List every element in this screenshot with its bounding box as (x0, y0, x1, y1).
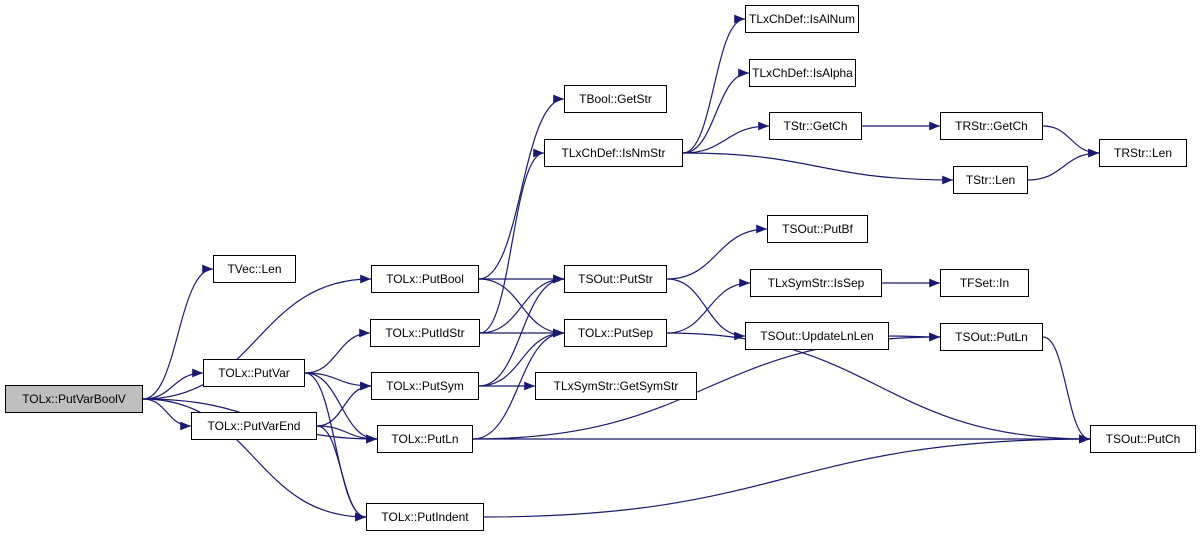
edge-putidstr-to-putstr (479, 274, 565, 334)
node-putvarend[interactable]: TOLx::PutVarEnd (191, 412, 317, 440)
edge-putsep-to-putch (666, 332, 1091, 444)
edge-putvarend-to-putln (316, 425, 378, 444)
node-updlnlen[interactable]: TSOut::UpdateLnLen (745, 322, 889, 350)
edge-putvarend-to-putindent (316, 425, 367, 522)
edge-putvar-to-putindent (304, 372, 367, 522)
edge-putvar-to-putidstr (304, 328, 371, 374)
node-isalnum[interactable]: TLxChDef::IsAlNum (745, 5, 859, 33)
node-rstrgetch[interactable]: TRStr::GetCh (940, 112, 1043, 140)
node-rstrlen[interactable]: TRStr::Len (1099, 139, 1187, 167)
node-soutputln[interactable]: TSOut::PutLn (940, 323, 1043, 351)
edge-root-to-veclen (142, 264, 214, 400)
edge-putstr-to-updlnlen (666, 278, 746, 341)
edge-isnmstr-to-strlen (682, 152, 954, 185)
node-putbool[interactable]: TOLx::PutBool (371, 265, 479, 293)
edge-putsym-to-putstr (478, 274, 565, 387)
edge-updlnlen-to-soutputln (888, 332, 941, 342)
edge-strlen-to-rstrlen (1027, 148, 1100, 181)
node-isnmstr[interactable]: TLxChDef::IsNmStr (544, 139, 683, 167)
edge-isnmstr-to-isalnum (682, 14, 746, 154)
node-putidstr[interactable]: TOLx::PutIdStr (370, 319, 480, 347)
edge-isnmstr-to-strgetch (682, 121, 770, 154)
edge-isnmstr-to-isalpha (682, 68, 750, 154)
node-strlen[interactable]: TStr::Len (953, 166, 1028, 194)
node-putch[interactable]: TSOut::PutCh (1090, 425, 1196, 453)
node-root[interactable]: TOLx::PutVarBoolV (5, 385, 143, 413)
edge-root-to-putvar (142, 368, 204, 400)
node-getstr[interactable]: TBool::GetStr (564, 85, 667, 113)
node-putindent[interactable]: TOLx::PutIndent (366, 503, 484, 531)
node-putbf[interactable]: TSOut::PutBf (767, 215, 868, 243)
edge-putbool-to-getstr (478, 94, 565, 280)
node-strgetch[interactable]: TStr::GetCh (769, 112, 862, 140)
edge-soutputln-to-putch (1042, 336, 1091, 444)
edge-root-to-putindent (142, 398, 367, 522)
node-putsym[interactable]: TOLx::PutSym (371, 372, 479, 400)
node-putvar[interactable]: TOLx::PutVar (203, 359, 305, 387)
node-getsymstr[interactable]: TLxSymStr::GetSymStr (535, 372, 697, 400)
edge-rstrgetch-to-rstrlen (1042, 125, 1100, 158)
edge-root-to-putvarend (142, 398, 192, 431)
edge-root-to-putbool (142, 274, 372, 400)
edge-putstr-to-putbf (666, 224, 768, 280)
edge-putsym-to-putsep (478, 328, 565, 387)
node-veclen[interactable]: TVec::Len (213, 255, 296, 283)
node-fsetin[interactable]: TFSet::In (940, 269, 1029, 297)
node-isalpha[interactable]: TLxChDef::IsAlpha (749, 59, 856, 87)
edge-putln-to-putsep (472, 328, 565, 440)
node-putsep[interactable]: TOLx::PutSep (564, 319, 667, 347)
edge-putvarend-to-putsym (316, 381, 372, 427)
node-issep[interactable]: TLxSymStr::IsSep (750, 269, 882, 297)
node-putln[interactable]: TOLx::PutLn (377, 425, 473, 453)
edge-putindent-to-putch (483, 434, 1091, 518)
edge-putidstr-to-isnmstr (479, 148, 545, 334)
node-putstr[interactable]: TSOut::PutStr (564, 265, 667, 293)
edge-putsep-to-issep (666, 278, 751, 334)
